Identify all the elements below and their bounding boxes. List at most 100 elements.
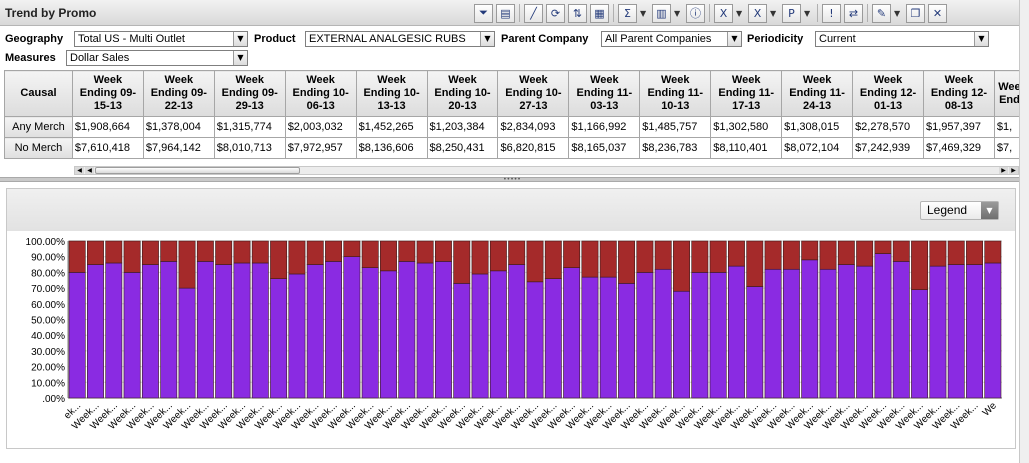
chevron-down-icon[interactable]: ▼ — [640, 8, 647, 18]
copy-button[interactable]: ❐ — [906, 3, 925, 23]
table-cell[interactable]: $8,010,713 — [213, 137, 286, 159]
bar-segment-red — [361, 240, 379, 268]
column-header-line: 22-13 — [164, 100, 193, 112]
sort-button[interactable]: ⇅ — [568, 3, 587, 23]
table-cell[interactable]: $6,820,815 — [497, 137, 570, 159]
column-header[interactable]: Week Ending 10- 27-13 — [497, 70, 570, 117]
tools-button[interactable]: ✕ — [928, 3, 947, 23]
filter-button[interactable]: ⏷ — [474, 3, 493, 23]
table-cell[interactable]: $1,485,757 — [639, 116, 712, 138]
legend-dropdown[interactable]: Legend ▼ — [920, 201, 999, 220]
column-header[interactable]: Week Ending 10- 20-13 — [426, 70, 499, 117]
chevron-down-icon[interactable]: ▼ — [804, 8, 811, 18]
table-cell[interactable]: $8,165,037 — [568, 137, 641, 159]
column-header[interactable]: Week Ending 09- 29-13 — [213, 70, 286, 117]
grid-corner-header[interactable]: Causal — [4, 70, 73, 117]
table-cell[interactable]: $1,203,384 — [426, 116, 499, 138]
alert-button[interactable]: ! — [822, 3, 841, 23]
edit-button[interactable]: ✎ — [872, 3, 891, 23]
table-cell[interactable]: $1,166,992 — [568, 116, 641, 138]
bar-segment-red — [727, 240, 745, 267]
bar-segment-purple — [471, 273, 489, 399]
table-cell[interactable]: $8,072,104 — [781, 137, 854, 159]
product-select[interactable]: EXTERNAL ANALGESIC RUBS ▼ — [305, 31, 495, 47]
scroll-last-icon[interactable]: ▶ — [1009, 167, 1018, 174]
column-header[interactable]: Week Ending 12- 01-13 — [852, 70, 924, 117]
table-cell[interactable]: $1,908,664 — [71, 116, 144, 138]
row-header[interactable]: Any Merch — [4, 116, 73, 138]
grid-view-button[interactable]: ▤ — [496, 3, 515, 23]
column-header[interactable]: Week Ending 11- 10-13 — [639, 70, 712, 117]
column-header[interactable]: Week Ending 11- 24-13 — [781, 70, 854, 117]
product-label: Product — [254, 33, 296, 45]
table-cell[interactable]: $2,834,093 — [497, 116, 570, 138]
geography-select[interactable]: Total US - Multi Outlet ▼ — [74, 31, 248, 47]
chevron-down-icon[interactable]: ▼ — [770, 8, 777, 18]
bar-segment-red — [764, 240, 782, 270]
bar-segment-purple — [837, 264, 855, 399]
table-cell[interactable]: $1,957,397 — [922, 116, 995, 138]
column-header[interactable]: Week Ending 11- 17-13 — [710, 70, 783, 117]
periodicity-select[interactable]: Current ▼ — [815, 31, 989, 47]
table-cell[interactable]: $1,308,015 — [781, 116, 854, 138]
sum-button[interactable]: Σ — [618, 3, 637, 23]
chevron-down-icon[interactable]: ▼ — [674, 8, 681, 18]
column-header-line: Ending 11- — [576, 87, 633, 99]
scroll-left-icon[interactable]: ◀ — [85, 167, 94, 174]
chevron-down-icon[interactable]: ▼ — [894, 8, 901, 18]
table-cell[interactable]: $2,278,570 — [852, 116, 924, 138]
table-cell[interactable]: $8,250,431 — [426, 137, 499, 159]
table-cell[interactable]: $1,302,580 — [710, 116, 783, 138]
calc-member-button[interactable]: ▦ — [590, 3, 609, 23]
bar-segment-red — [141, 240, 159, 265]
chevron-down-icon[interactable]: ▼ — [736, 8, 743, 18]
table-cell[interactable]: $8,236,783 — [639, 137, 712, 159]
bar-segment-red — [233, 240, 251, 264]
table-cell[interactable]: $7,972,957 — [284, 137, 357, 159]
table-cell[interactable]: $1,315,774 — [213, 116, 286, 138]
table-cell[interactable]: $1,452,265 — [355, 116, 428, 138]
column-header-line: Week — [873, 74, 903, 86]
row-header[interactable]: No Merch — [4, 137, 73, 159]
column-header[interactable]: Week Ending 12- 08-13 — [922, 70, 995, 117]
layout-button[interactable]: ▥ — [652, 3, 671, 23]
column-header[interactable]: Week Ending 09- 22-13 — [142, 70, 215, 117]
table-cell[interactable]: $7,610,418 — [71, 137, 144, 159]
export-excel-button[interactable]: X — [714, 3, 733, 23]
chart-view-icon: ╱ — [530, 6, 537, 20]
bar-segment-red — [984, 240, 1002, 264]
table-cell[interactable]: $8,136,606 — [355, 137, 428, 159]
y-tick-label: 30.00% — [31, 347, 65, 358]
column-header-line: Ending 11- — [718, 87, 774, 99]
chevron-down-icon: ▼ — [974, 32, 988, 46]
refresh-button[interactable]: ⟳ — [546, 3, 565, 23]
info-button[interactable]: ⓘ — [686, 3, 705, 23]
column-header-line: 20-13 — [448, 100, 477, 112]
column-header[interactable]: Week Ending 09- 15-13 — [71, 70, 144, 117]
pane-splitter[interactable]: ••••• — [0, 176, 1029, 183]
splitter-grip-icon[interactable]: ••••• — [503, 176, 521, 183]
scroll-first-icon[interactable]: ◀ — [75, 167, 84, 174]
chart-view-button[interactable]: ╱ — [524, 3, 543, 23]
table-cell[interactable]: $7,964,142 — [142, 137, 215, 159]
measures-select[interactable]: Dollar Sales ▼ — [66, 50, 248, 66]
scroll-right-icon[interactable]: ▶ — [999, 167, 1008, 174]
column-header[interactable]: Week Ending 10- 13-13 — [355, 70, 428, 117]
measures-label: Measures — [5, 52, 56, 64]
column-header[interactable]: Week Ending 11- 03-13 — [568, 70, 641, 117]
table-cell[interactable]: $8,110,401 — [710, 137, 783, 159]
compare-button[interactable]: ⇄ — [844, 3, 863, 23]
table-cell[interactable]: $7,242,939 — [852, 137, 924, 159]
scroll-thumb[interactable] — [95, 167, 300, 174]
export-excel-data-button[interactable]: X — [748, 3, 767, 23]
table-cell[interactable]: $1,378,004 — [142, 116, 215, 138]
export-ppt-button[interactable]: P — [782, 3, 801, 23]
table-cell[interactable]: $7,469,329 — [922, 137, 995, 159]
column-header[interactable]: Week Ending 10- 06-13 — [284, 70, 357, 117]
bar-segment-purple — [196, 261, 214, 399]
parent-company-select[interactable]: All Parent Companies ▼ — [601, 31, 742, 47]
horizontal-scrollbar[interactable]: ◀ ◀ ▶ ▶ — [74, 166, 1019, 175]
table-cell[interactable]: $2,003,032 — [284, 116, 357, 138]
column-header-line: Ending 11- — [789, 87, 845, 99]
table-cell[interactable]: $7, — [993, 137, 1025, 159]
